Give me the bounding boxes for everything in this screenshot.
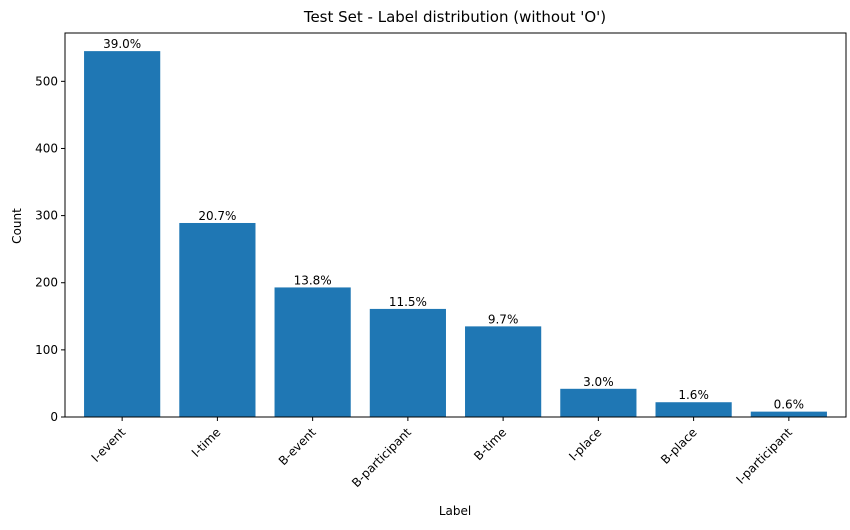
bar-value-label: 39.0% [103, 37, 141, 51]
y-tick-label: 200 [35, 276, 58, 290]
bar-i-participant [750, 411, 827, 417]
bar-i-event [84, 51, 161, 417]
bar-b-event [274, 287, 351, 417]
x-tick-label: B-participant [349, 425, 414, 490]
x-tick-label: B-event [276, 425, 319, 468]
bar-value-label: 0.6% [774, 398, 805, 412]
bar-i-place [560, 388, 637, 417]
x-tick-label: I-place [566, 425, 604, 463]
bar-i-time [179, 222, 256, 417]
y-tick-label: 400 [35, 141, 58, 155]
plot-area: 39.0% I-event 20.7% I-time 13.8% B-event 11.5%… [35, 32, 847, 490]
x-tick-label: I-participant [733, 425, 795, 487]
x-tick-label: B-place [658, 425, 700, 467]
x-tick-label: I-event [89, 425, 129, 465]
bar-value-label: 9.7% [488, 312, 519, 326]
x-axis-label: Label [439, 504, 471, 518]
bar-b-place [655, 402, 732, 417]
chart-title: Test Set - Label distribution (without '… [303, 8, 606, 26]
y-axis-label: Count [10, 208, 24, 244]
bar-value-label: 3.0% [583, 375, 614, 389]
y-tick-label: 500 [35, 74, 58, 88]
bar-value-label: 20.7% [198, 209, 236, 223]
bar-value-label: 13.8% [294, 273, 332, 287]
x-tick-label: B-time [471, 425, 509, 463]
bar-value-label: 1.6% [678, 388, 709, 402]
x-tick-label: I-time [189, 425, 224, 460]
bar-b-time [465, 326, 542, 417]
y-tick-label: 0 [50, 410, 58, 424]
y-tick-label: 300 [35, 209, 58, 223]
plot-frame [64, 32, 847, 418]
bar-value-label: 11.5% [389, 295, 427, 309]
bar-b-participant [369, 308, 446, 417]
y-tick-label: 100 [35, 343, 58, 357]
